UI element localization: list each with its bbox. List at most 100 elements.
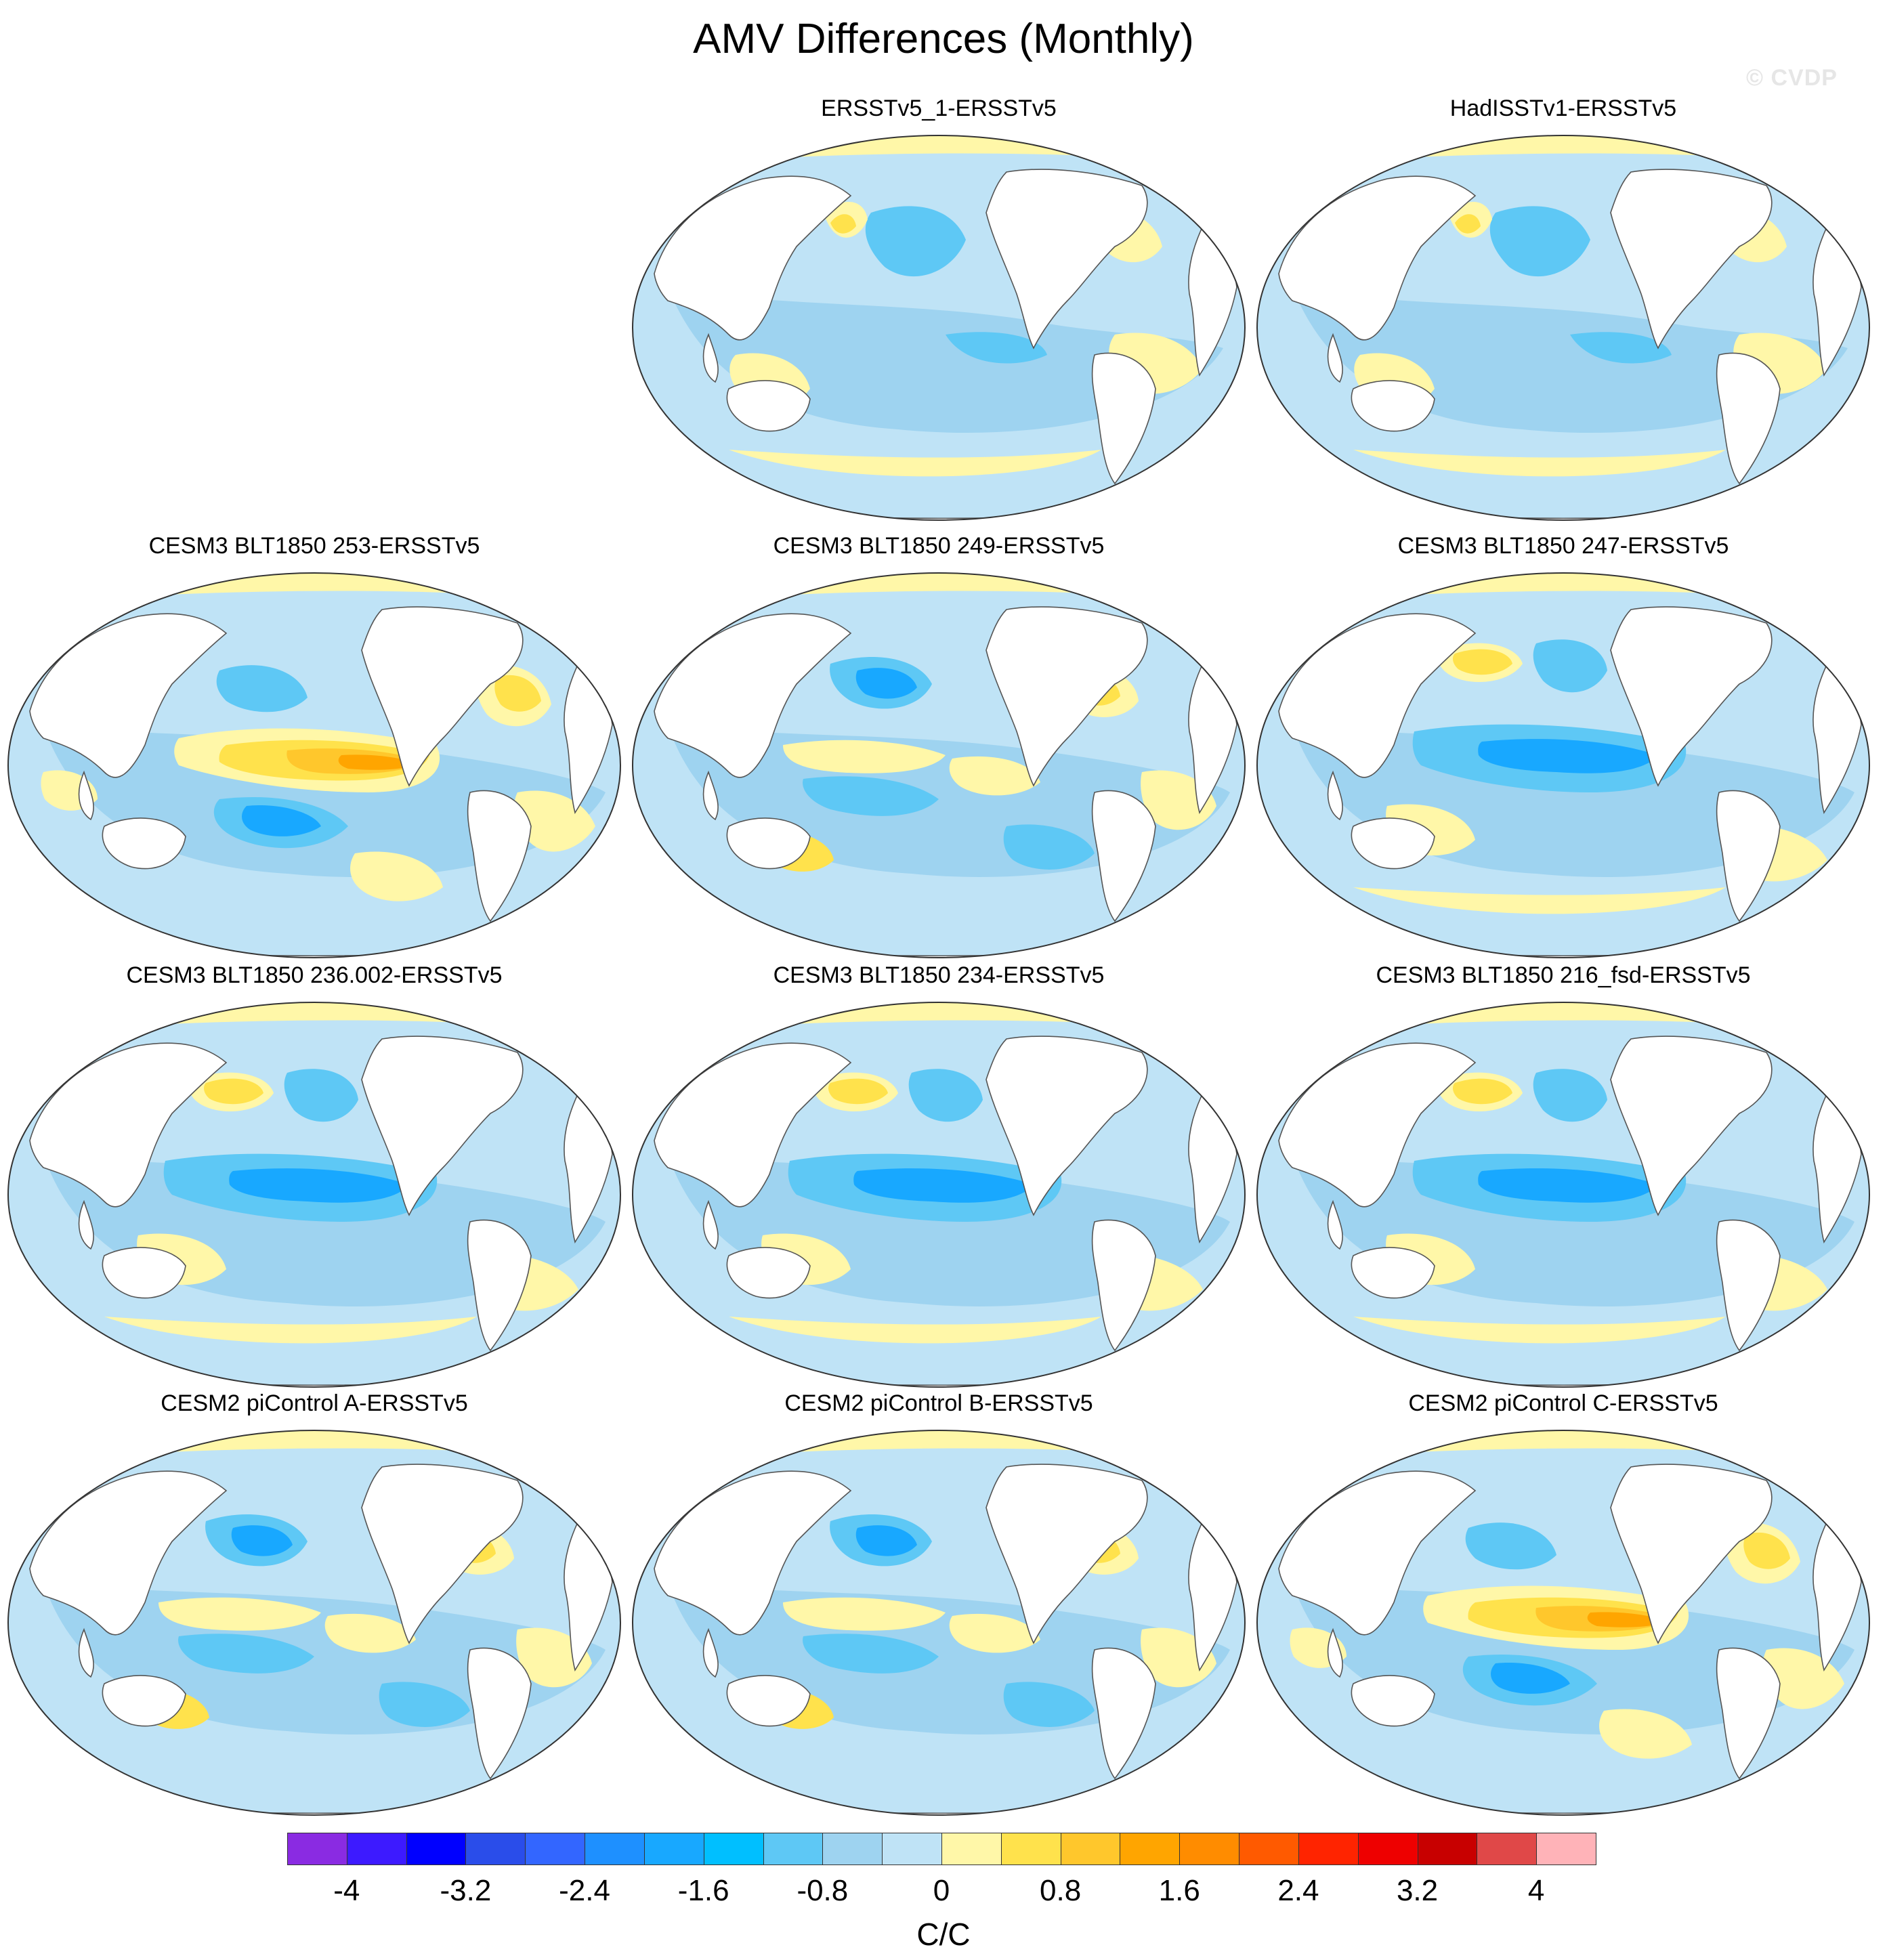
panel-title: CESM3 BLT1850 236.002-ERSSTv5: [126, 962, 503, 988]
landmass: [1351, 380, 1435, 432]
map-panel: CESM3 BLT1850 236.002-ERSSTv5: [3, 962, 626, 1395]
colorbar-box: [287, 1833, 347, 1865]
anomaly-contour: [1353, 1317, 1726, 1344]
anomaly-contour: [324, 1613, 416, 1653]
colorbar-tick-label: 4: [1527, 1874, 1545, 1907]
map-panel: CESM2 piControl B-ERSSTv5: [627, 1390, 1250, 1823]
colorbar: [287, 1833, 1596, 1865]
anomaly-contour: [231, 1525, 293, 1556]
map-border: [7, 1430, 621, 1816]
colorbar-box: [525, 1833, 586, 1865]
colorbar-box: [1179, 1833, 1240, 1865]
anomaly-contour: [908, 1069, 983, 1122]
global-map: [632, 572, 1246, 958]
landmass: [1091, 1647, 1156, 1780]
landmass: [702, 333, 719, 383]
landmass: [726, 1675, 811, 1727]
landmass: [985, 606, 1148, 787]
map-panel: CESM2 piControl A-ERSSTv5: [3, 1390, 626, 1823]
global-map: [632, 1002, 1246, 1388]
panel-title: CESM2 piControl C-ERSSTv5: [1408, 1390, 1718, 1416]
map-panel: ERSSTv5_1-ERSSTv5: [627, 95, 1250, 528]
anomaly-contour: [229, 1168, 409, 1203]
colorbar-box: [1000, 1833, 1061, 1865]
landmass: [78, 1627, 94, 1678]
landmass: [467, 1219, 532, 1352]
anomaly-contour: [855, 668, 917, 699]
landmass: [1278, 1042, 1477, 1208]
landmass: [361, 606, 524, 787]
panel-title: CESM2 piControl B-ERSSTv5: [784, 1390, 1093, 1416]
landmass: [726, 380, 811, 432]
anomaly-contour: [1570, 332, 1672, 364]
colorbar-tick-label: -2.4: [559, 1874, 610, 1907]
landmass: [1278, 1470, 1477, 1636]
landmass: [1091, 790, 1156, 922]
global-map: [632, 135, 1246, 521]
colorbar-box: [941, 1833, 1002, 1865]
anomaly-contour: [1489, 206, 1590, 277]
global-map: [632, 1430, 1246, 1816]
global-map: [1256, 1430, 1870, 1816]
colorbar-box: [763, 1833, 824, 1865]
landmass: [102, 1675, 186, 1727]
anomaly-contour: [1455, 214, 1481, 234]
landmass: [102, 1247, 186, 1299]
panel-title: CESM2 piControl A-ERSSTv5: [161, 1390, 468, 1416]
anomaly-contour: [1465, 1522, 1556, 1570]
landmass: [702, 1627, 719, 1678]
anomaly-contour: [865, 206, 966, 277]
map-panel: CESM3 BLT1850 249-ERSSTv5: [627, 532, 1250, 966]
colorbar-box: [882, 1833, 942, 1865]
anomaly-contour: [946, 332, 1047, 364]
landmass: [78, 770, 94, 821]
anomaly-contour: [1453, 649, 1512, 675]
global-map: [7, 572, 621, 958]
anomaly-contour: [178, 1634, 314, 1674]
panel-title: CESM3 BLT1850 253-ERSSTv5: [148, 533, 480, 559]
map-border: [7, 572, 621, 958]
panel-title: CESM3 BLT1850 234-ERSSTv5: [773, 962, 1105, 988]
global-map: [7, 1430, 621, 1816]
landmass: [361, 1036, 524, 1216]
landmass: [1610, 606, 1773, 787]
landmass: [702, 770, 719, 821]
anomaly-contour: [1743, 1532, 1790, 1569]
colorbar-tick-label: 2.4: [1277, 1874, 1319, 1907]
colorbar-box: [1477, 1833, 1538, 1865]
landmass: [654, 1042, 852, 1208]
anomaly-contour: [204, 1078, 263, 1105]
panel-title: CESM3 BLT1850 216_fsd-ERSSTv5: [1376, 962, 1751, 988]
anomaly-contour: [284, 1069, 358, 1122]
anomaly-contour: [803, 1634, 939, 1674]
landmass: [1716, 1647, 1781, 1780]
panel-title: CESM3 BLT1850 249-ERSSTv5: [773, 533, 1105, 559]
landmass: [1278, 613, 1477, 778]
anomaly-contour: [1003, 1682, 1095, 1727]
map-border: [632, 572, 1246, 958]
anomaly-contour: [1587, 1612, 1666, 1627]
landmass: [1610, 169, 1773, 349]
colorbar-tick-label: -1.6: [677, 1874, 729, 1907]
landmass: [985, 169, 1148, 349]
landmass: [702, 1199, 719, 1250]
colorbar-box: [822, 1833, 883, 1865]
landmass: [1716, 790, 1781, 922]
anomaly-contour: [104, 1317, 477, 1344]
anomaly-contour: [855, 1525, 917, 1556]
colorbar-box: [346, 1833, 407, 1865]
colorbar-box: [1536, 1833, 1596, 1865]
landmass: [1351, 1675, 1435, 1727]
colorbar-box: [703, 1833, 764, 1865]
landmass: [1327, 1627, 1343, 1678]
colorbar-tick-label: -4: [333, 1874, 360, 1907]
anomaly-contour: [949, 756, 1040, 796]
colorbar-box: [1417, 1833, 1478, 1865]
colorbar-box: [1357, 1833, 1418, 1865]
global-map: [1256, 135, 1870, 521]
map-border: [632, 1002, 1246, 1388]
anomaly-contour: [1003, 824, 1095, 870]
landmass: [1716, 352, 1781, 485]
anomaly-contour: [1478, 739, 1658, 773]
landmass: [1327, 333, 1343, 383]
